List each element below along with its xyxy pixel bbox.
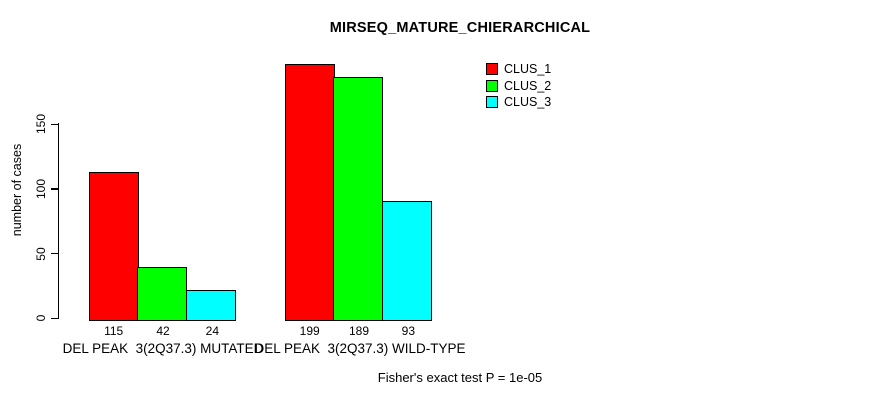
legend: CLUS_1 CLUS_2 CLUS_3 [486,61,551,110]
y-axis [57,123,60,320]
legend-item-label: CLUS_3 [504,94,552,109]
bar-clus_3 [185,290,236,321]
legend-item: CLUS_3 [486,94,551,110]
category-label-mutated: DEL PEAK 3(2Q37.3) MUTATED [62,341,264,356]
bar-group-wild-type [285,0,432,321]
bar-clus_1 [285,63,335,321]
bar-group-mutated [89,0,236,321]
y-tick-label: 50 [34,247,48,261]
y-tick [50,188,58,190]
bar-value-label: 199 [299,324,320,338]
bar-clus_1 [89,172,139,321]
bar-clus_3 [381,200,432,321]
legend-item-label: CLUS_1 [504,62,552,77]
bar-value-label: 115 [104,324,124,338]
legend-swatch-clus-2 [486,79,498,92]
legend-swatch-clus-3 [486,95,498,108]
legend-item-label: CLUS_2 [504,78,552,93]
y-tick [50,252,58,255]
y-tick [50,317,58,320]
bar-value-row: 199 189 93 [285,324,433,338]
y-tick-label: 0 [34,315,48,322]
y-tick-label: 150 [34,114,48,135]
bar-value-label: 24 [205,324,219,338]
y-axis-label: number of cases [10,143,24,237]
legend-swatch-clus-1 [486,63,498,76]
chart-title: MIRSEQ_MATURE_CHIERARCHICAL [329,20,591,36]
bar-value-label: 42 [156,324,170,338]
bar-value-label: 93 [401,324,415,338]
legend-item: CLUS_1 [486,61,551,77]
bar-value-label: 189 [348,324,369,338]
legend-item: CLUS_2 [486,77,551,93]
bar-value-row: 115 42 24 [89,324,237,338]
annotation-text: Fisher's exact test P = 1e-05 [377,370,543,385]
y-tick [50,123,58,126]
y-tick-label: 100 [34,179,48,200]
bar-clus_2 [137,266,188,321]
category-label-wild-type: DEL PEAK 3(2Q37.3) WILD-TYPE [254,341,466,356]
bar-clus_2 [333,76,384,321]
